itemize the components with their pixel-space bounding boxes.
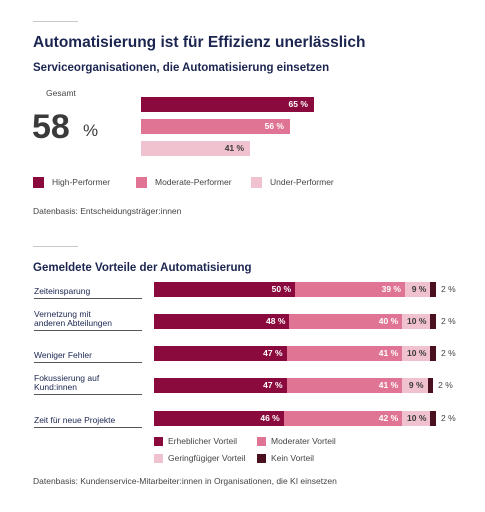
row-label-line: anderen Abteilungen [34, 318, 112, 328]
legend-label: Erheblicher Vorteil [168, 436, 237, 446]
kein-vorteil-label: 2 % [441, 413, 456, 423]
section-divider [33, 246, 78, 247]
bar-segment [154, 314, 290, 329]
row-label-line: Zeit für neue Projekte [34, 415, 116, 425]
row-underline [34, 362, 142, 363]
performer-bar [141, 97, 314, 112]
bar-segment [286, 378, 403, 393]
legend-label: Moderate-Performer [155, 177, 232, 187]
bar-segment [402, 314, 431, 329]
segment-label: 9 % [411, 284, 427, 294]
legend-label: Kein Vorteil [271, 453, 314, 463]
section1-footnote: Datenbasis: Entscheidungsträger:innen [33, 206, 182, 216]
row-label-line: Vernetzung mit [34, 309, 91, 319]
bar-segment [402, 378, 428, 393]
bar-segment [154, 411, 284, 426]
kein-vorteil-label: 2 % [438, 380, 453, 390]
total-value: 58 [32, 108, 70, 146]
segment-label: 47 % [263, 348, 283, 358]
legend-swatch [33, 177, 44, 188]
top-divider [33, 21, 78, 22]
bar-segment [154, 282, 295, 297]
row-label: Weniger Fehler [34, 351, 92, 360]
performer-bar-label: 65 % [288, 99, 308, 109]
total-label: Gesamt [46, 88, 76, 98]
segment-label: 50 % [271, 284, 291, 294]
row-label: Zeiteinsparung [34, 287, 90, 296]
legend-label: Geringfügiger Vorteil [168, 453, 246, 463]
bar-segment [283, 411, 403, 426]
performer-bar [141, 141, 251, 156]
bar-segment [289, 314, 403, 329]
segment-label: 42 % [378, 413, 399, 423]
segment-label: 9 % [408, 380, 424, 390]
segment-label: 47 % [263, 380, 283, 390]
legend-swatch [154, 437, 163, 446]
row-label: Zeit für neue Projekte [34, 416, 115, 425]
legend-swatch [257, 454, 266, 463]
bar-segment [430, 411, 436, 426]
bar-segment [430, 346, 436, 361]
segment-label: 48 % [266, 316, 286, 326]
bar-segment [402, 411, 431, 426]
row-label-line: Zeiteinsparung [34, 286, 91, 296]
legend-swatch [136, 177, 147, 188]
segment-label: 46 % [260, 413, 280, 423]
segment-label: 10 % [407, 413, 427, 423]
total-unit: % [83, 121, 99, 140]
bar-segment [430, 314, 436, 329]
kein-vorteil-label: 2 % [441, 284, 456, 294]
segment-label: 41 % [378, 348, 399, 358]
bar-segment [286, 346, 403, 361]
section2-footnote: Datenbasis: Kundenservice-Mitarbeiter:in… [33, 476, 337, 486]
legend-swatch [154, 454, 163, 463]
row-underline [34, 427, 142, 428]
kein-vorteil-label: 2 % [441, 316, 456, 326]
row-label-line: Kund:innen [34, 382, 78, 392]
row-underline [34, 298, 142, 299]
segment-label: 40 % [378, 316, 399, 326]
row-label: Vernetzung mit anderen Abteilungen [34, 310, 112, 328]
bar-segment [402, 346, 431, 361]
legend-label: Under-Performer [270, 177, 334, 187]
performer-bar [141, 119, 290, 134]
page-title: Automatisierung ist für Effizienz unerlä… [33, 34, 366, 51]
segment-label: 39 % [381, 284, 401, 294]
performer-bar-label: 56 % [264, 121, 284, 131]
row-underline [34, 394, 142, 395]
section1-subtitle: Serviceorganisationen, die Automatisieru… [33, 62, 330, 74]
legend-label: Moderater Vorteil [271, 436, 336, 446]
bar-segment [295, 282, 405, 297]
row-underline [34, 330, 142, 331]
bar-segment [404, 282, 431, 297]
legend-label: High-Performer [52, 177, 111, 187]
legend-swatch [251, 177, 262, 188]
row-label: Fokussierung auf Kund:innen [34, 374, 99, 392]
bar-segment [427, 378, 434, 393]
bar-segment [154, 346, 287, 361]
segment-label: 10 % [407, 348, 427, 358]
section2-subtitle: Gemeldete Vorteile der Automatisierung [33, 262, 252, 274]
bar-segment [154, 378, 287, 393]
performer-bar-label: 41 % [224, 143, 245, 153]
legend-swatch [257, 437, 266, 446]
segment-label: 10 % [407, 316, 427, 326]
row-label-line: Fokussierung auf [34, 373, 100, 383]
kein-vorteil-label: 2 % [441, 348, 456, 358]
bar-segment [430, 282, 436, 297]
segment-label: 41 % [378, 380, 399, 390]
row-label-line: Weniger Fehler [34, 350, 92, 360]
